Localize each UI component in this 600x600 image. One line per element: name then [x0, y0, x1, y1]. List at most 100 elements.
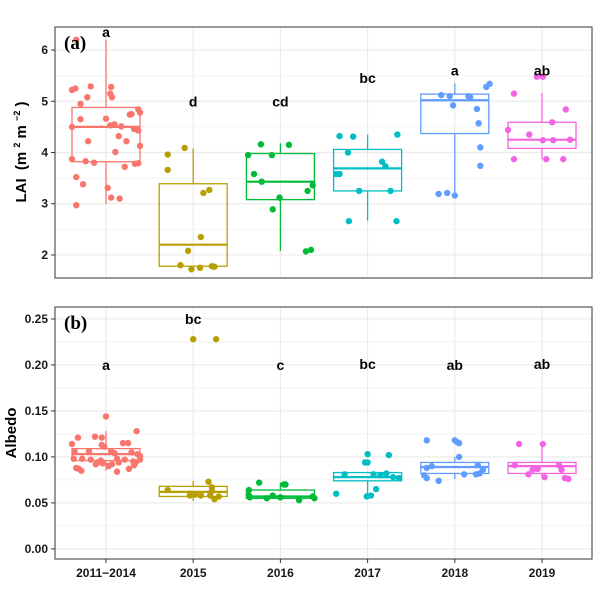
data-point	[99, 460, 106, 467]
data-point	[336, 170, 343, 178]
x-tick-label: 2016	[267, 566, 294, 580]
data-point	[258, 178, 265, 185]
data-point	[77, 100, 84, 108]
panel-a-lai: a d cd bc a ab 2 3 4 5 6 (a) LAI (m 2 m −2 )	[12, 24, 593, 279]
data-point	[549, 119, 556, 126]
significance-letter: d	[189, 93, 198, 109]
data-point	[477, 162, 484, 170]
data-point	[533, 73, 541, 80]
y-title-sup1: 2	[12, 143, 22, 148]
data-point	[116, 195, 123, 202]
data-point	[460, 471, 468, 478]
data-point	[121, 163, 128, 171]
data-point	[387, 187, 394, 195]
data-point	[345, 217, 353, 225]
data-point	[84, 93, 91, 101]
y-tick-label: 3	[41, 197, 48, 211]
data-point	[541, 473, 548, 481]
data-point	[395, 474, 403, 482]
data-point	[190, 335, 197, 343]
data-point	[257, 141, 265, 148]
panel-b-x-ticks: 2011−2014 2015 2016 2017 2018 2019	[76, 559, 556, 580]
panel-b-tag: (b)	[64, 313, 87, 334]
data-point	[68, 123, 76, 131]
data-point	[164, 486, 171, 494]
significance-letter: ab	[534, 356, 550, 372]
box-iqr	[71, 106, 141, 163]
panel-b-y-axis-title: Albedo	[3, 408, 20, 459]
data-point	[295, 496, 303, 504]
data-point	[84, 138, 92, 145]
data-point	[85, 448, 93, 455]
panel-b-y-ticks: 0.00 0.05 0.10 0.15 0.20 0.25	[25, 312, 55, 556]
y-tick-label: 0.20	[25, 358, 49, 372]
data-point	[423, 474, 430, 482]
data-point	[184, 247, 192, 255]
data-point	[196, 264, 204, 271]
box-3	[332, 134, 403, 221]
data-point	[428, 462, 436, 470]
data-point	[423, 437, 430, 444]
data-point	[475, 120, 482, 127]
data-point	[309, 182, 316, 189]
panel-b-points	[68, 335, 572, 504]
y-tick-label: 0.10	[25, 450, 49, 464]
data-point	[105, 462, 112, 470]
box-iqr	[245, 152, 316, 201]
data-point	[539, 137, 547, 144]
y-tick-label: 0.05	[25, 496, 49, 510]
data-point	[276, 194, 283, 201]
data-point	[277, 494, 284, 501]
data-point	[246, 494, 253, 501]
significance-letter: ab	[534, 63, 550, 79]
data-point	[385, 451, 393, 459]
box-1	[158, 148, 228, 269]
data-point	[104, 184, 111, 192]
data-point	[364, 459, 371, 466]
data-point	[525, 471, 532, 478]
data-point	[549, 137, 557, 144]
data-point	[423, 464, 430, 472]
data-point	[186, 492, 193, 499]
box-iqr	[507, 121, 577, 150]
data-point	[111, 450, 118, 457]
data-point	[78, 467, 85, 474]
data-point	[438, 91, 445, 99]
box-iqr	[420, 93, 490, 135]
data-point	[250, 170, 258, 178]
data-point	[119, 439, 127, 447]
x-tick-label: 2018	[441, 566, 468, 580]
significance-letter: bc	[359, 356, 376, 372]
data-point	[126, 111, 133, 118]
panel-a-significance-letters: a d cd bc a ab	[102, 24, 550, 109]
data-point	[98, 434, 105, 441]
box-iqr	[507, 461, 577, 475]
data-point	[466, 93, 474, 101]
x-tick-label: 2015	[180, 566, 207, 580]
data-point	[443, 189, 451, 197]
data-point	[560, 155, 567, 163]
data-point	[510, 155, 518, 163]
data-point	[344, 149, 352, 156]
data-point	[79, 181, 87, 188]
box-0	[71, 39, 141, 204]
data-point	[101, 443, 108, 450]
data-point	[115, 459, 122, 466]
data-point	[474, 461, 481, 469]
panel-b-major-grid	[55, 307, 592, 559]
y-title-sup2: −2	[12, 111, 22, 121]
data-point	[130, 461, 138, 469]
x-tick-label: 2011−2014	[76, 566, 136, 580]
significance-letter: a	[451, 63, 459, 79]
box-iqr	[158, 183, 228, 267]
significance-letter: a	[102, 24, 110, 40]
y-tick-label: 5	[41, 94, 48, 108]
data-point	[378, 158, 386, 165]
data-point	[539, 440, 547, 448]
data-point	[285, 141, 293, 149]
data-point	[128, 449, 135, 456]
data-point	[566, 136, 574, 143]
data-point	[92, 461, 100, 468]
y-title-main: LAI	[13, 178, 30, 202]
